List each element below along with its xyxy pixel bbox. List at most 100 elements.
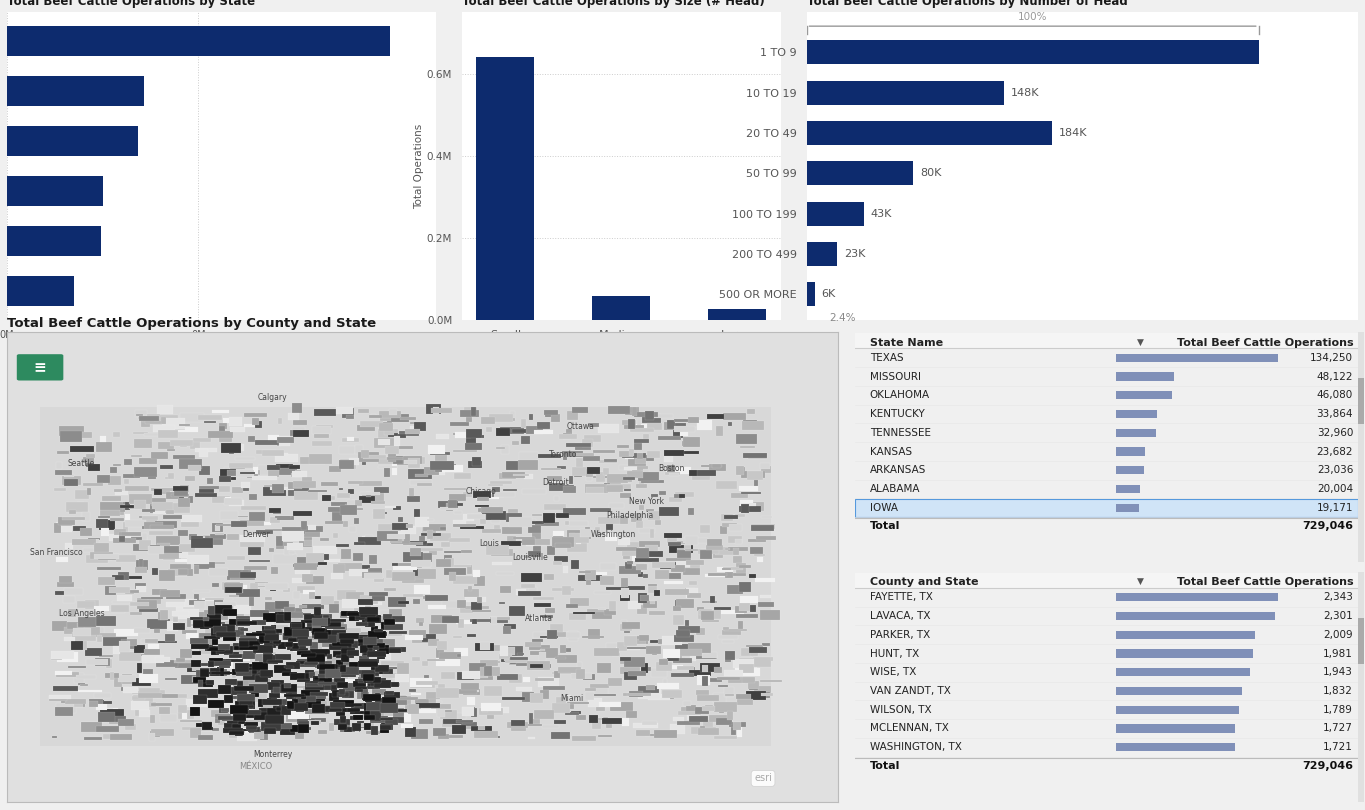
Bar (68, 666, 86, 667)
Bar (287, 646, 306, 650)
Bar (471, 407, 476, 416)
Bar (427, 659, 445, 661)
Bar (216, 603, 236, 606)
Bar (213, 659, 231, 667)
Bar (571, 561, 579, 569)
Bar (304, 641, 322, 650)
Bar (152, 703, 172, 706)
Bar (55, 488, 67, 491)
Bar (86, 461, 91, 467)
Bar (691, 711, 696, 713)
Bar (674, 633, 696, 642)
Bar (333, 564, 345, 573)
Bar (253, 632, 265, 636)
Bar (687, 705, 696, 715)
Bar (85, 600, 98, 608)
Bar (270, 689, 284, 693)
Bar (534, 710, 554, 718)
Bar (381, 727, 389, 732)
Bar (191, 696, 205, 705)
Bar (186, 633, 198, 639)
Bar (72, 628, 91, 636)
Bar (676, 643, 698, 654)
Bar (340, 654, 349, 662)
Bar (622, 622, 640, 629)
Bar (298, 659, 317, 667)
Bar (171, 569, 194, 577)
Bar (343, 461, 354, 465)
Bar (132, 544, 149, 552)
Bar (476, 58, 534, 321)
Bar (581, 439, 592, 447)
Bar (71, 539, 96, 545)
Bar (467, 697, 475, 705)
Bar (354, 542, 366, 545)
FancyBboxPatch shape (854, 333, 1358, 348)
Bar (289, 465, 300, 469)
Bar (143, 649, 160, 655)
Bar (295, 661, 304, 664)
Bar (329, 467, 341, 472)
Bar (416, 680, 438, 684)
Bar (76, 601, 96, 608)
Bar (142, 655, 164, 663)
Bar (276, 454, 298, 462)
Bar (538, 454, 561, 458)
Bar (535, 603, 550, 607)
Bar (663, 650, 680, 658)
Bar (388, 453, 396, 462)
Bar (344, 667, 351, 673)
Bar (314, 676, 319, 680)
Bar (566, 633, 580, 638)
Bar (728, 585, 743, 595)
Bar (162, 419, 184, 428)
Bar (415, 474, 427, 477)
Bar (437, 658, 460, 666)
Bar (723, 629, 747, 631)
Bar (238, 721, 246, 724)
Bar (460, 607, 474, 613)
Bar (367, 569, 382, 576)
Bar (287, 715, 310, 723)
Bar (351, 636, 367, 639)
Bar (374, 487, 389, 493)
Bar (572, 407, 588, 413)
Bar (541, 615, 553, 618)
Bar (367, 672, 378, 676)
Bar (90, 556, 112, 561)
Bar (302, 696, 313, 699)
Bar (672, 672, 693, 677)
Bar (349, 526, 356, 531)
Bar (723, 413, 747, 420)
Bar (318, 674, 329, 679)
Bar (366, 697, 373, 702)
Bar (410, 689, 416, 692)
Bar (344, 669, 354, 671)
Bar (435, 688, 459, 697)
Bar (128, 505, 135, 509)
Bar (356, 721, 364, 723)
Bar (192, 437, 210, 442)
Bar (433, 407, 440, 415)
Text: OKLAHOMA: OKLAHOMA (870, 390, 930, 400)
Bar (461, 725, 478, 729)
Bar (637, 573, 643, 577)
Text: Detroit: Detroit (542, 478, 569, 487)
Bar (244, 710, 261, 715)
Bar (680, 430, 688, 436)
Bar (218, 708, 228, 713)
Bar (453, 576, 476, 584)
Bar (233, 642, 246, 650)
Bar (682, 437, 699, 447)
Bar (261, 703, 278, 710)
Bar (299, 612, 311, 618)
Bar (639, 635, 650, 641)
Bar (408, 469, 433, 480)
Bar (180, 720, 202, 722)
Bar (355, 446, 363, 454)
Bar (100, 509, 120, 516)
Bar (495, 551, 517, 552)
Bar (699, 549, 719, 554)
Bar (212, 523, 222, 532)
Bar (386, 534, 404, 539)
